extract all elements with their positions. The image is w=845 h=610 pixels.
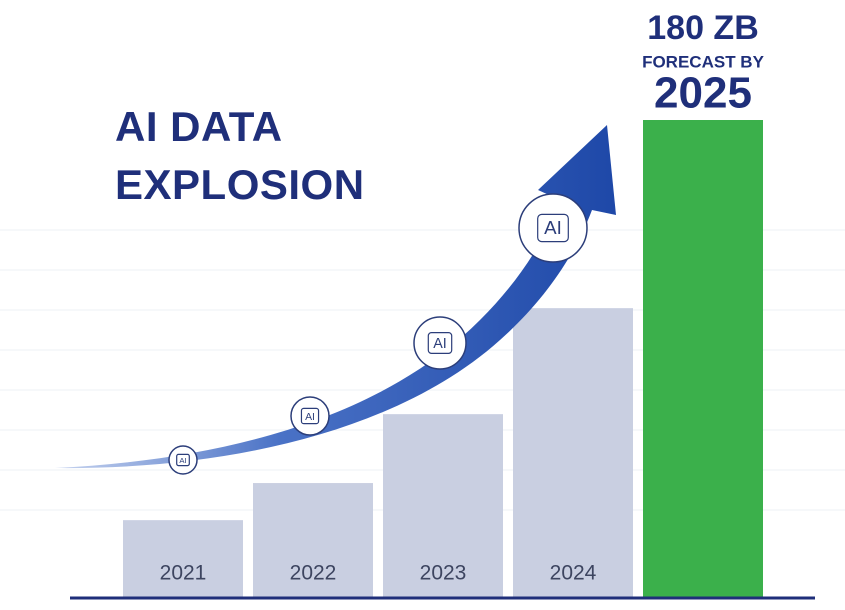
bar [513, 308, 633, 597]
annotation: FORECAST BY [642, 52, 765, 71]
ai-icon [413, 316, 467, 370]
category-label: 2021 [160, 562, 207, 585]
category-label: 2022 [290, 562, 337, 585]
bar [253, 483, 373, 597]
ai-icon-label: AI [544, 217, 562, 238]
ai-icon-label: AI [305, 412, 315, 423]
ai-icon [290, 396, 330, 436]
ai-chip [537, 213, 569, 243]
ai-icon-label: AI [179, 456, 186, 465]
growth-arrow [55, 125, 616, 469]
category-label: 2024 [550, 562, 597, 585]
ai-icon-label: AI [433, 336, 447, 352]
value-label: 180 ZB [647, 9, 759, 47]
category-label: 2023 [420, 562, 467, 585]
ai-icon [518, 193, 588, 263]
bar [383, 414, 503, 597]
ai-chip [427, 332, 453, 355]
bar [123, 520, 243, 597]
ai-icon [168, 445, 198, 475]
ai-chip [176, 453, 190, 467]
bar [643, 120, 763, 597]
category-label: 2025 [654, 69, 752, 118]
chart-title: AI DATA EXPLOSION [115, 103, 365, 208]
ai-chip [300, 407, 320, 425]
